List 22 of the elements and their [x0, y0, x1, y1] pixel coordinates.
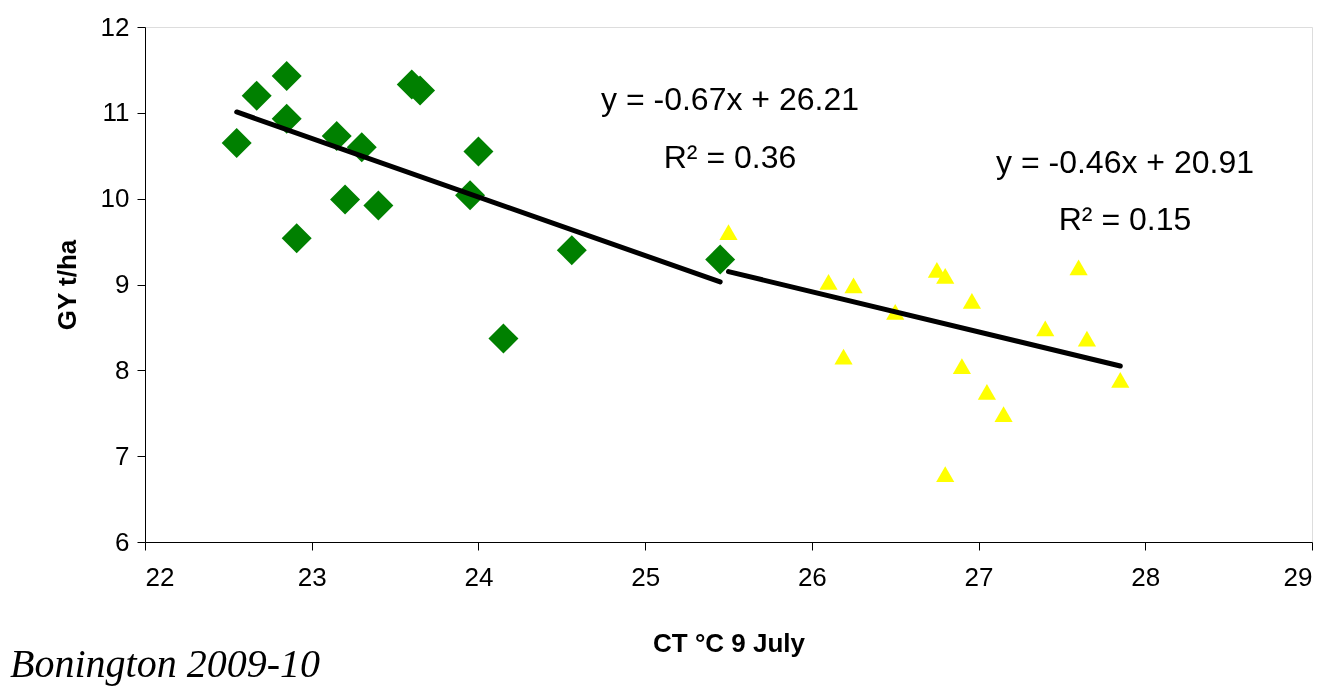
annotation: y = -0.46x + 20.91 — [996, 144, 1254, 180]
y-tick-label: 7 — [115, 440, 130, 471]
y-tick-label: 11 — [102, 97, 130, 128]
x-axis-title: CT °C 9 July — [653, 627, 806, 658]
y-tick-label: 12 — [100, 11, 130, 42]
x-tick-label: 26 — [797, 561, 827, 592]
x-tick-label: 24 — [464, 561, 494, 592]
x-tick-label: 27 — [964, 561, 994, 592]
x-tick-label: 28 — [1131, 561, 1161, 592]
x-tick-label: 29 — [1283, 561, 1313, 592]
x-tick-label: 22 — [145, 561, 175, 592]
y-tick-label: 9 — [115, 269, 130, 299]
text: Bonington 2009-10 — [10, 641, 320, 686]
annotation: R² = 0.15 — [1058, 201, 1192, 237]
y-tick-label: 10 — [100, 183, 130, 214]
y-axis-title: GY t/ha — [51, 239, 82, 331]
y-tick-label: 8 — [115, 354, 130, 385]
x-tick-label: 25 — [631, 561, 661, 592]
x-tick-label: 23 — [297, 561, 327, 592]
y-tick-label: 6 — [115, 526, 130, 557]
annotation: R² = 0.36 — [663, 139, 797, 175]
annotation: y = -0.67x + 26.21 — [601, 81, 859, 117]
